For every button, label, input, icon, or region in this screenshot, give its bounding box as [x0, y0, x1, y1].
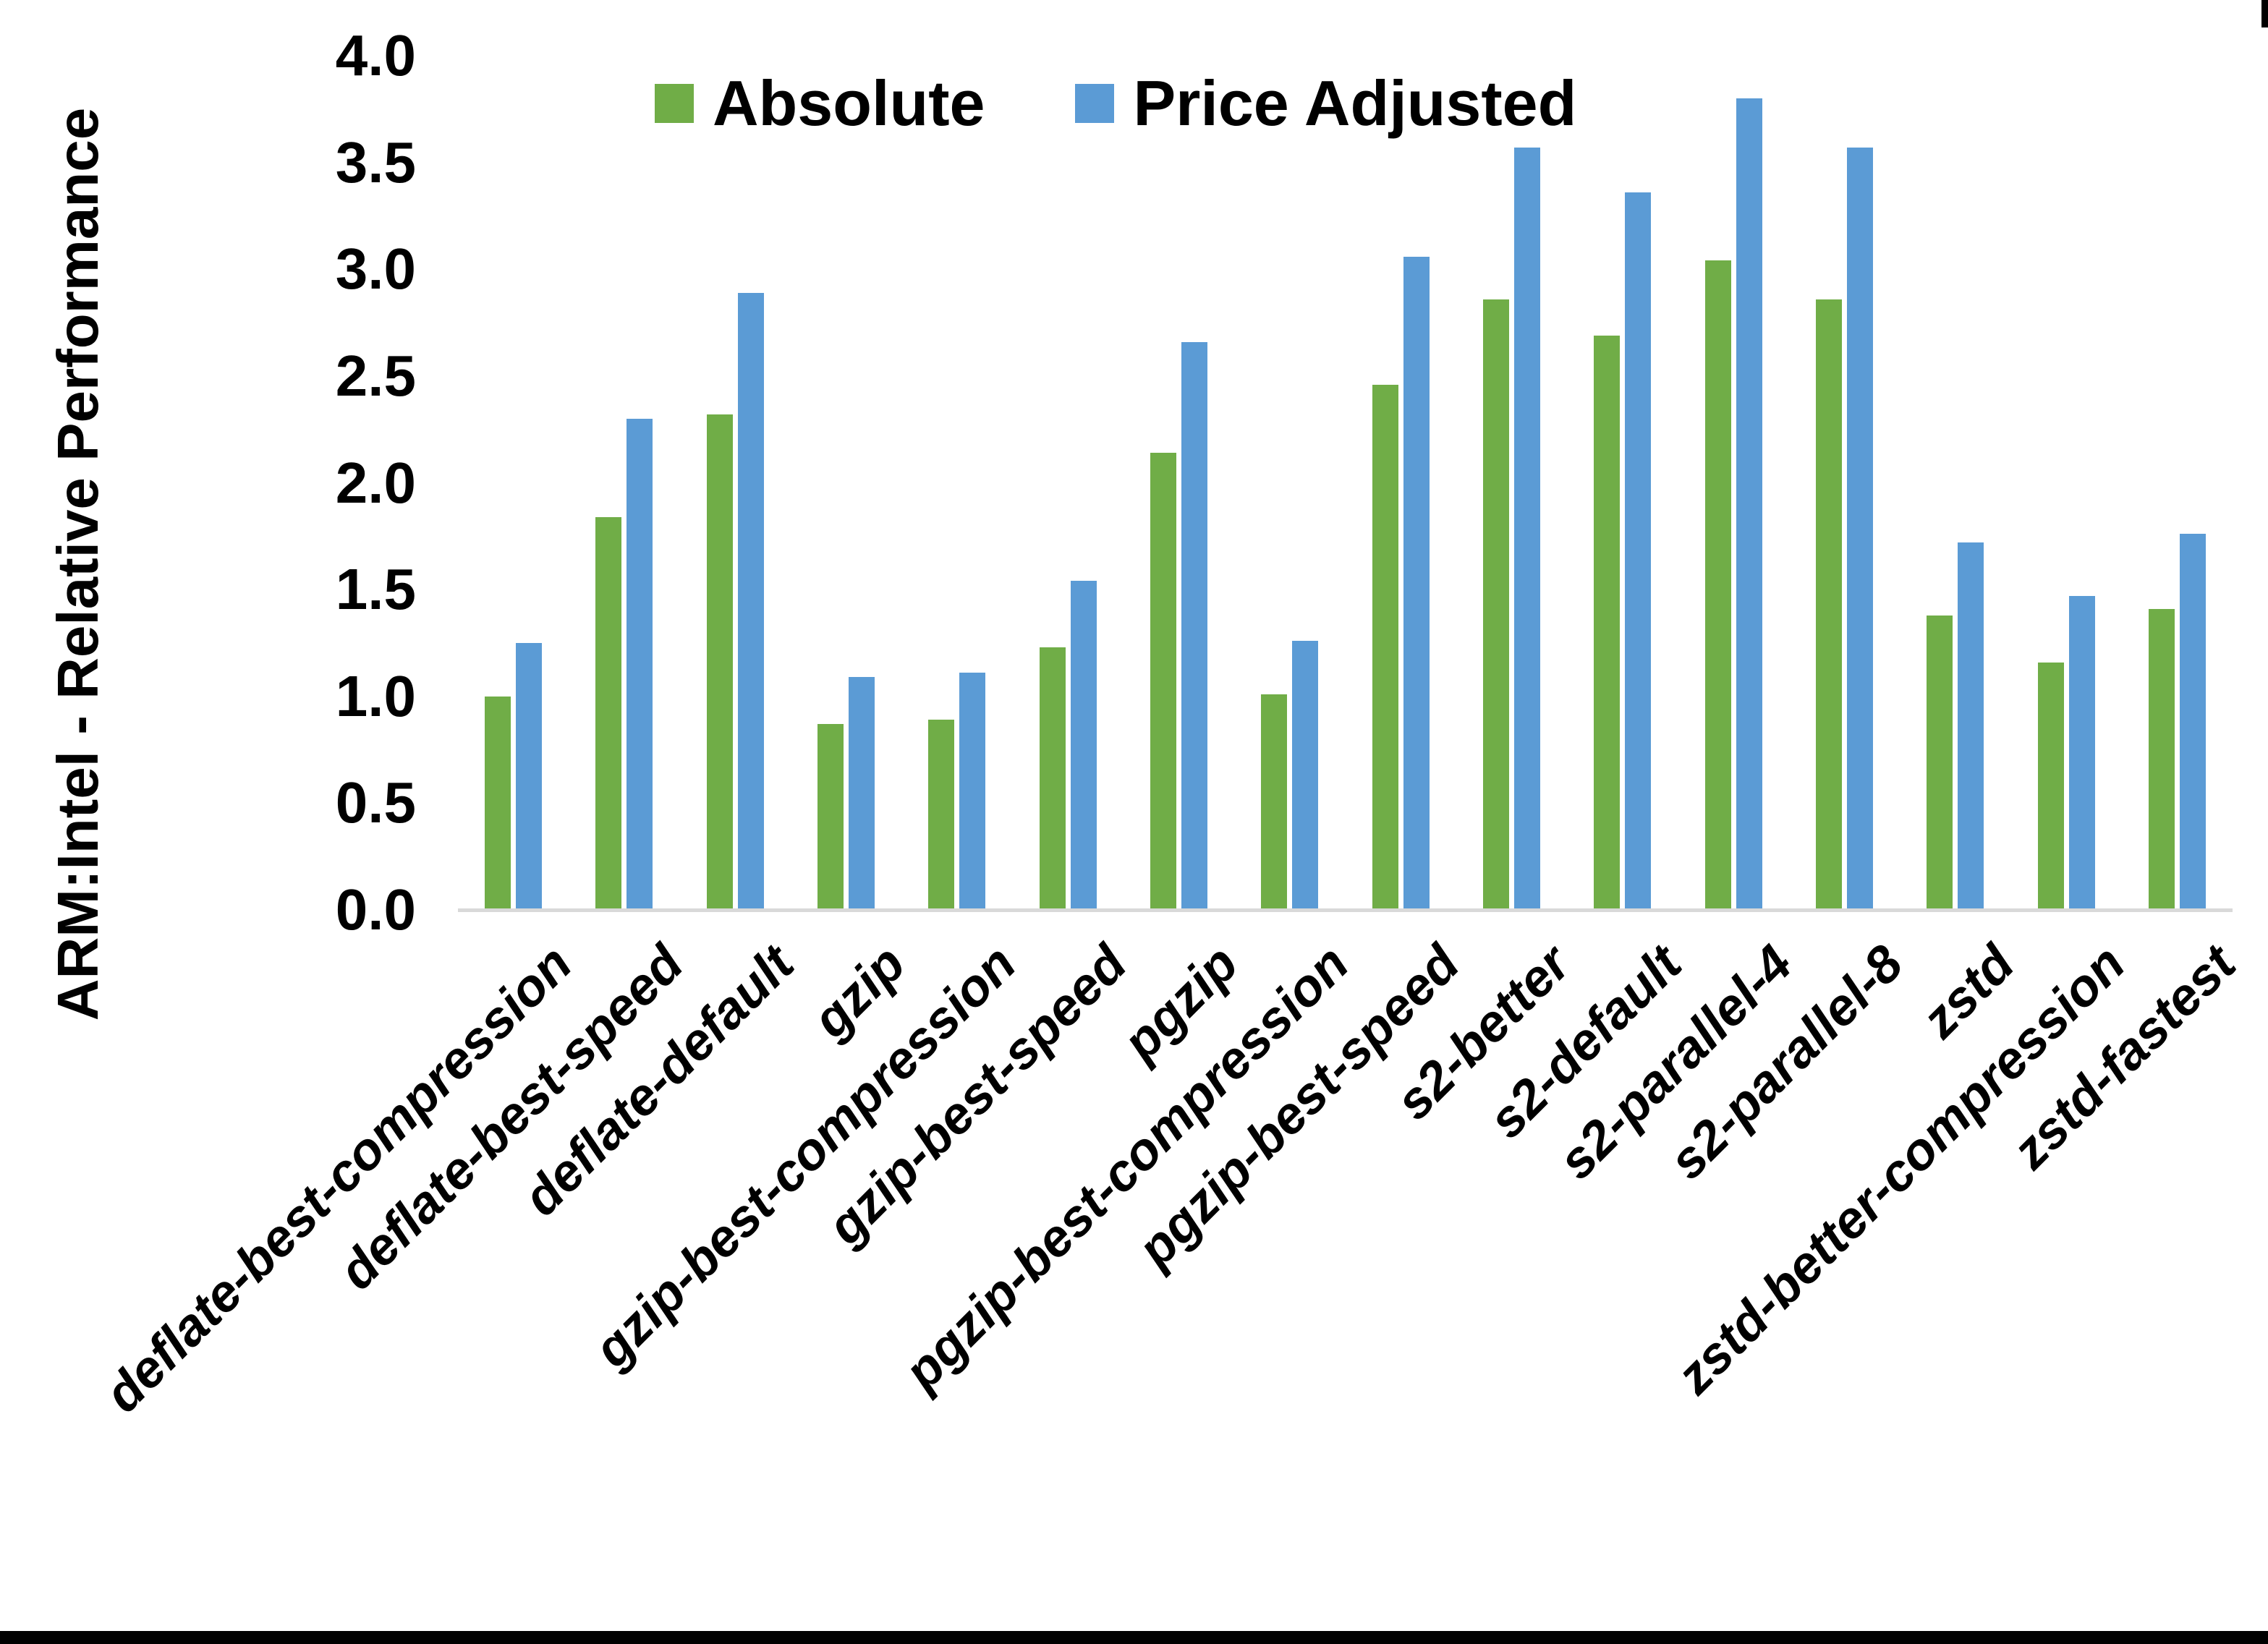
bar-group-s2-better [1456, 56, 1567, 910]
bar-absolute-gzip [817, 724, 844, 910]
image-bottom-border [0, 1631, 2268, 1644]
plot-area [458, 56, 2233, 910]
y-tick-label-0.0: 0.0 [335, 877, 416, 942]
bar-group-zstd-better-compression [2010, 56, 2121, 910]
bar-group-deflate-best-compression [458, 56, 569, 910]
bar-price-adjusted-deflate-default [737, 292, 764, 910]
y-tick-label-4.0: 4.0 [335, 23, 416, 88]
bar-price-adjusted-s2-better [1513, 147, 1540, 910]
y-tick-label-1.0: 1.0 [335, 663, 416, 728]
bar-price-adjusted-pgzip [1181, 341, 1208, 910]
bar-group-deflate-default [680, 56, 791, 910]
bar-absolute-zstd [1927, 615, 1953, 910]
bar-group-s2-parallel-4 [1678, 56, 1788, 910]
y-tick-label-1.5: 1.5 [335, 557, 416, 622]
y-tick-label-2.5: 2.5 [335, 343, 416, 408]
bar-group-pgzip-best-compression [1234, 56, 1345, 910]
legend-swatch-price-adjusted [1075, 84, 1115, 123]
legend-label: Price Adjusted [1133, 67, 1577, 139]
bar-absolute-pgzip-best-compression [1261, 694, 1288, 910]
bar-absolute-s2-better [1482, 299, 1509, 910]
bar-price-adjusted-zstd [1958, 542, 1984, 910]
legend-swatch-absolute [655, 84, 694, 123]
x-axis-line [458, 908, 2233, 912]
legend-item-absolute: Absolute [655, 67, 985, 140]
bar-group-pgzip [1124, 56, 1234, 910]
y-axis-title: ARM:Intel - Relative Performance [46, 107, 110, 1021]
legend-item-price-adjusted: Price Adjusted [1075, 67, 1576, 140]
bar-absolute-gzip-best-compression [928, 720, 955, 910]
bar-group-s2-parallel-8 [1789, 56, 1900, 910]
bar-group-pgzip-best-speed [1346, 56, 1456, 910]
bar-absolute-pgzip-best-speed [1372, 384, 1398, 910]
bar-group-gzip-best-speed [1013, 56, 1124, 910]
y-tick-label-2.0: 2.0 [335, 450, 416, 515]
bar-absolute-gzip-best-speed [1039, 647, 1066, 910]
bar-group-zstd [1900, 56, 2010, 910]
bar-group-s2-default [1567, 56, 1678, 910]
bar-price-adjusted-gzip-best-compression [959, 673, 986, 910]
y-tick-label-3.0: 3.0 [335, 237, 416, 302]
bar-price-adjusted-s2-parallel-8 [1846, 147, 1873, 910]
bar-price-adjusted-deflate-best-speed [627, 418, 653, 910]
bar-absolute-s2-parallel-4 [1704, 260, 1731, 910]
bar-absolute-zstd-better-compression [2037, 662, 2064, 910]
y-tick-label-3.5: 3.5 [335, 129, 416, 195]
bar-absolute-deflate-default [706, 414, 733, 910]
bar-group-gzip-best-compression [901, 56, 1012, 910]
bar-absolute-s2-default [1594, 335, 1621, 910]
legend: Absolute Price Adjusted [655, 67, 1576, 140]
bar-group-deflate-best-speed [569, 56, 679, 910]
x-label-deflate-best-compression: deflate-best-compression [94, 934, 584, 1424]
bar-price-adjusted-gzip [849, 677, 875, 910]
y-tick-label-0.5: 0.5 [335, 770, 416, 835]
bar-group-gzip [791, 56, 901, 910]
bar-price-adjusted-pgzip-best-compression [1292, 641, 1319, 910]
bar-group-zstd-fastest [2122, 56, 2233, 910]
bar-price-adjusted-s2-parallel-4 [1736, 98, 1762, 910]
legend-label: Absolute [713, 67, 985, 139]
bar-price-adjusted-pgzip-best-speed [1403, 256, 1430, 910]
bar-absolute-deflate-best-speed [595, 516, 622, 910]
image-edge-artifact [2261, 0, 2268, 27]
bar-price-adjusted-gzip-best-speed [1070, 581, 1097, 910]
bar-absolute-deflate-best-compression [485, 696, 511, 910]
bar-absolute-s2-parallel-8 [1815, 299, 1842, 910]
bar-price-adjusted-zstd-fastest [2179, 534, 2206, 910]
bar-absolute-zstd-fastest [2148, 608, 2175, 910]
bar-price-adjusted-deflate-best-compression [516, 642, 543, 910]
bar-absolute-pgzip [1150, 453, 1177, 910]
bar-price-adjusted-zstd-better-compression [2068, 595, 2095, 910]
bar-price-adjusted-s2-default [1625, 192, 1652, 910]
